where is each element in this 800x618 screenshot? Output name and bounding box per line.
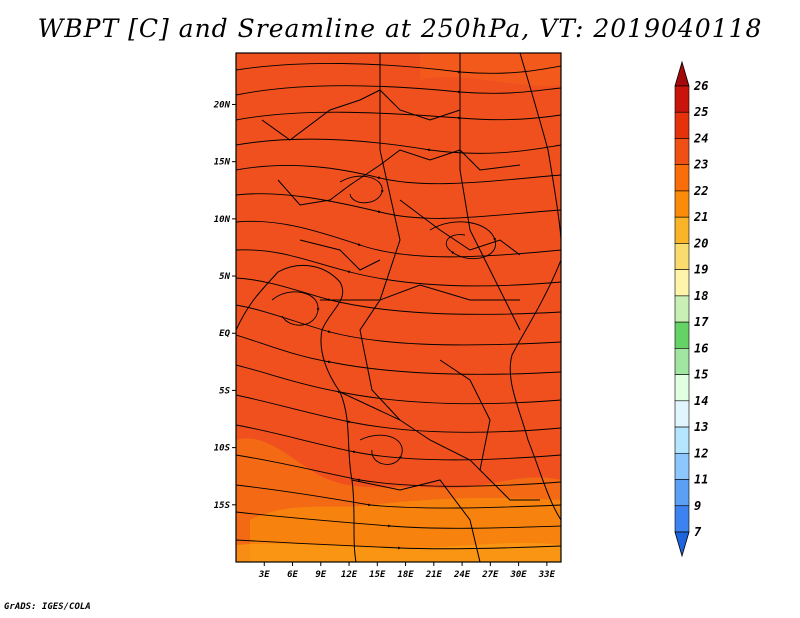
- colorbar-label: 12: [694, 446, 708, 460]
- colorbar-label: 17: [694, 315, 709, 329]
- colorbar-label: 11: [694, 473, 708, 487]
- colorbar: 26 25 24 23 22 21 20 19 18 17 16 15 14 13 12 11 9 7: [674, 60, 709, 558]
- colorbar-segment: [674, 321, 690, 349]
- colorbar-segment: [674, 138, 690, 166]
- colorbar-segment: [674, 505, 690, 533]
- colorbar-label: 24: [693, 131, 708, 145]
- lat-tick-label: 10N: [214, 215, 231, 225]
- colorbar-label: 20: [693, 236, 708, 250]
- lat-tick-label: 5S: [219, 386, 230, 396]
- colorbar-segment: [674, 111, 690, 139]
- lat-tick-label: 15S: [214, 501, 231, 511]
- colorbar-segment: [674, 479, 690, 507]
- colorbar-label: 22: [693, 184, 708, 198]
- lat-tick-label: EQ: [219, 329, 230, 339]
- lat-tick-label: 15N: [214, 158, 231, 168]
- lon-tick-label: 21E: [425, 570, 443, 580]
- colorbar-label: 9: [694, 499, 701, 513]
- warmest-band-south: [236, 542, 561, 562]
- colorbar-segment: [674, 216, 690, 244]
- colorbar-label: 25: [693, 105, 708, 119]
- colorbar-segment: [674, 243, 690, 270]
- lat-tick-label: 10S: [214, 444, 231, 454]
- colorbar-label: 16: [694, 341, 708, 355]
- lon-tick-label: 15E: [369, 570, 386, 580]
- latitude-axis: 20N 15N 10N 5N EQ 5S 10S 15S: [213, 100, 236, 511]
- colorbar-segment: [674, 295, 690, 323]
- colorbar-segment: [674, 85, 690, 113]
- chart-title: WBPT [C] and Sreamline at 250hPa, VT: 20…: [37, 14, 763, 43]
- colorbar-label: 15: [694, 368, 708, 382]
- lon-tick-label: 18E: [397, 570, 414, 580]
- field-patch-north: [420, 53, 561, 86]
- colorbar-label: 14: [694, 394, 708, 408]
- colorbar-segment: [674, 374, 690, 402]
- colorbar-top-arrow: [674, 60, 690, 87]
- colorbar-label: 26: [693, 79, 708, 93]
- colorbar-segment: [674, 452, 690, 480]
- colorbar-segment: [674, 348, 690, 375]
- colorbar-bottom-arrow: [674, 531, 690, 558]
- colorbar-label: 21: [693, 210, 708, 224]
- colorbar-label: 19: [694, 263, 708, 277]
- colorbar-segment: [674, 164, 690, 192]
- colorbar-label: 23: [693, 158, 708, 172]
- lat-tick-label: 5N: [219, 272, 230, 282]
- longitude-axis: 3E 6E 9E 12E 15E 18E 21E 24E 27E 30E 33E: [258, 562, 556, 580]
- streamlines: [236, 62, 561, 550]
- map-panel: [235, 52, 562, 563]
- grads-credit: GrADS: IGES/COLA: [4, 602, 91, 612]
- colorbar-label: 18: [694, 289, 708, 303]
- lon-tick-label: 12E: [341, 570, 358, 580]
- lon-tick-label: 27E: [481, 570, 499, 580]
- wbpt-shading: [236, 53, 561, 562]
- lon-tick-label: 3E: [258, 570, 270, 580]
- lon-tick-label: 24E: [453, 570, 471, 580]
- coastlines-borders: [236, 53, 561, 562]
- lon-tick-label: 9E: [315, 570, 326, 580]
- colorbar-segment: [674, 426, 690, 454]
- colorbar-segment: [674, 190, 690, 218]
- colorbar-segment: [674, 269, 690, 297]
- lon-tick-label: 30E: [509, 570, 527, 580]
- lon-tick-label: 33E: [538, 570, 556, 580]
- lon-tick-label: 6E: [287, 570, 298, 580]
- colorbar-label: 7: [694, 525, 702, 539]
- colorbar-segment: [674, 400, 690, 428]
- lat-tick-label: 20N: [213, 100, 231, 110]
- map-frame: [235, 52, 562, 563]
- colorbar-label: 13: [694, 420, 708, 434]
